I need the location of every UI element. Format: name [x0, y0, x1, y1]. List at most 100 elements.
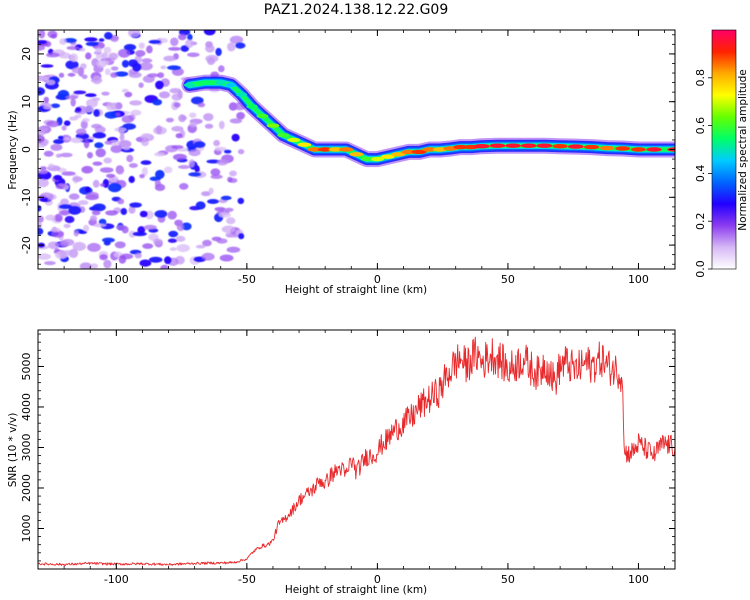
- noise-blob: [218, 120, 225, 130]
- noise-blob: [63, 223, 71, 229]
- noise-blob: [171, 145, 184, 149]
- noise-blob: [99, 254, 108, 261]
- noise-blob: [169, 247, 177, 251]
- noise-blob: [218, 212, 231, 218]
- noise-blob: [195, 201, 206, 210]
- noise-blob: [38, 134, 45, 144]
- noise-blob: [43, 150, 54, 157]
- ridge-core: [422, 147, 437, 152]
- noise-blob: [110, 35, 119, 43]
- snr-y-label: SNR (10 * v/v): [7, 413, 19, 488]
- noise-blob: [46, 120, 60, 128]
- noise-blob: [138, 62, 153, 71]
- noise-blob: [68, 193, 80, 200]
- noise-blob: [38, 205, 42, 212]
- noise-blob: [189, 112, 197, 118]
- noise-blob: [73, 229, 80, 237]
- noise-blob: [158, 91, 171, 99]
- ridge-core: [474, 144, 490, 149]
- noise-blob: [94, 126, 106, 134]
- noise-blob: [116, 167, 125, 175]
- ridge-core: [381, 154, 395, 159]
- noise-blob: [92, 132, 107, 139]
- noise-blob: [167, 210, 177, 220]
- noise-blob: [83, 224, 90, 232]
- noise-blob: [39, 197, 49, 202]
- noise-blob: [110, 66, 119, 71]
- colorbar-tick-label: 0.0: [694, 260, 707, 278]
- noise-blob: [91, 210, 101, 216]
- noise-blob: [176, 244, 190, 253]
- noise-blob: [115, 112, 121, 117]
- noise-blob: [154, 179, 161, 188]
- noise-blob: [142, 243, 154, 249]
- x-tick-label: 100: [628, 273, 649, 286]
- noise-blob: [101, 91, 110, 96]
- noise-blob: [38, 169, 49, 175]
- noise-blob: [65, 60, 79, 70]
- noise-blob: [95, 47, 103, 53]
- noise-blob: [53, 174, 62, 181]
- noise-blob: [92, 75, 102, 85]
- noise-blob: [140, 133, 151, 140]
- noise-blob: [229, 118, 243, 124]
- noise-blob: [85, 93, 97, 98]
- y-tick-label: 3000: [20, 433, 33, 461]
- noise-blob: [129, 202, 142, 208]
- noise-blob: [206, 159, 220, 164]
- noise-blob: [213, 139, 221, 147]
- colorbar-ticks: 0.0 0.2 0.4 0.6 0.8: [694, 69, 712, 278]
- noise-blob: [121, 88, 129, 93]
- noise-blob: [62, 250, 73, 256]
- noise-blob: [195, 244, 206, 249]
- noise-blob: [194, 141, 206, 148]
- noise-blob: [107, 183, 122, 193]
- noise-blob: [42, 104, 53, 110]
- noise-blob: [40, 64, 54, 68]
- noise-blob: [135, 50, 146, 57]
- figure-title: PAZ1.2024.138.12.22.G09: [264, 2, 449, 18]
- x-tick-label: -50: [238, 573, 256, 586]
- noise-blob: [227, 176, 233, 183]
- colorbar: 0.0 0.2 0.4 0.6 0.8 Normalized spectral ampl…: [694, 29, 749, 278]
- noise-blob: [80, 120, 88, 130]
- noise-blob: [224, 149, 232, 154]
- y-tick-label: -20: [20, 236, 33, 254]
- noise-blob: [168, 230, 179, 238]
- spectrogram-x-ticks: -100 -50 0 50 100: [37, 30, 665, 286]
- noise-blob: [197, 102, 206, 108]
- noise-blob: [72, 176, 83, 182]
- ridge-core: [536, 143, 553, 148]
- ridge-core: [646, 147, 662, 152]
- noise-blob: [108, 52, 119, 60]
- noise-blob: [165, 117, 174, 123]
- noise-blob: [215, 47, 222, 57]
- noise-blob: [38, 30, 46, 39]
- noise-blob: [155, 125, 162, 135]
- noise-blob: [171, 126, 184, 132]
- snr-panel: -100 -50 0 50 100 1000 2000 3000 4000 5000 Heigh…: [7, 329, 676, 596]
- noise-blob: [99, 183, 106, 187]
- noise-blob: [123, 44, 137, 51]
- noise-blob: [191, 96, 204, 105]
- noise-blob: [69, 116, 79, 121]
- noise-blob: [63, 38, 77, 43]
- noise-blob: [128, 175, 135, 184]
- ridge-core: [256, 113, 269, 119]
- ridge-core: [338, 147, 354, 152]
- noise-blob: [224, 207, 234, 212]
- noise-blob: [139, 174, 145, 179]
- ridge-core: [297, 142, 312, 147]
- ridge-core: [246, 104, 258, 109]
- noise-blob: [229, 35, 244, 44]
- noise-blob: [148, 256, 163, 263]
- noise-blob: [118, 48, 131, 58]
- noise-blob: [106, 173, 116, 178]
- ridge-core: [599, 145, 615, 151]
- noise-blob: [146, 45, 153, 54]
- noise-blob: [67, 72, 76, 77]
- x-tick-label: 100: [628, 573, 649, 586]
- noise-blob: [128, 230, 136, 238]
- noise-blob: [210, 174, 223, 179]
